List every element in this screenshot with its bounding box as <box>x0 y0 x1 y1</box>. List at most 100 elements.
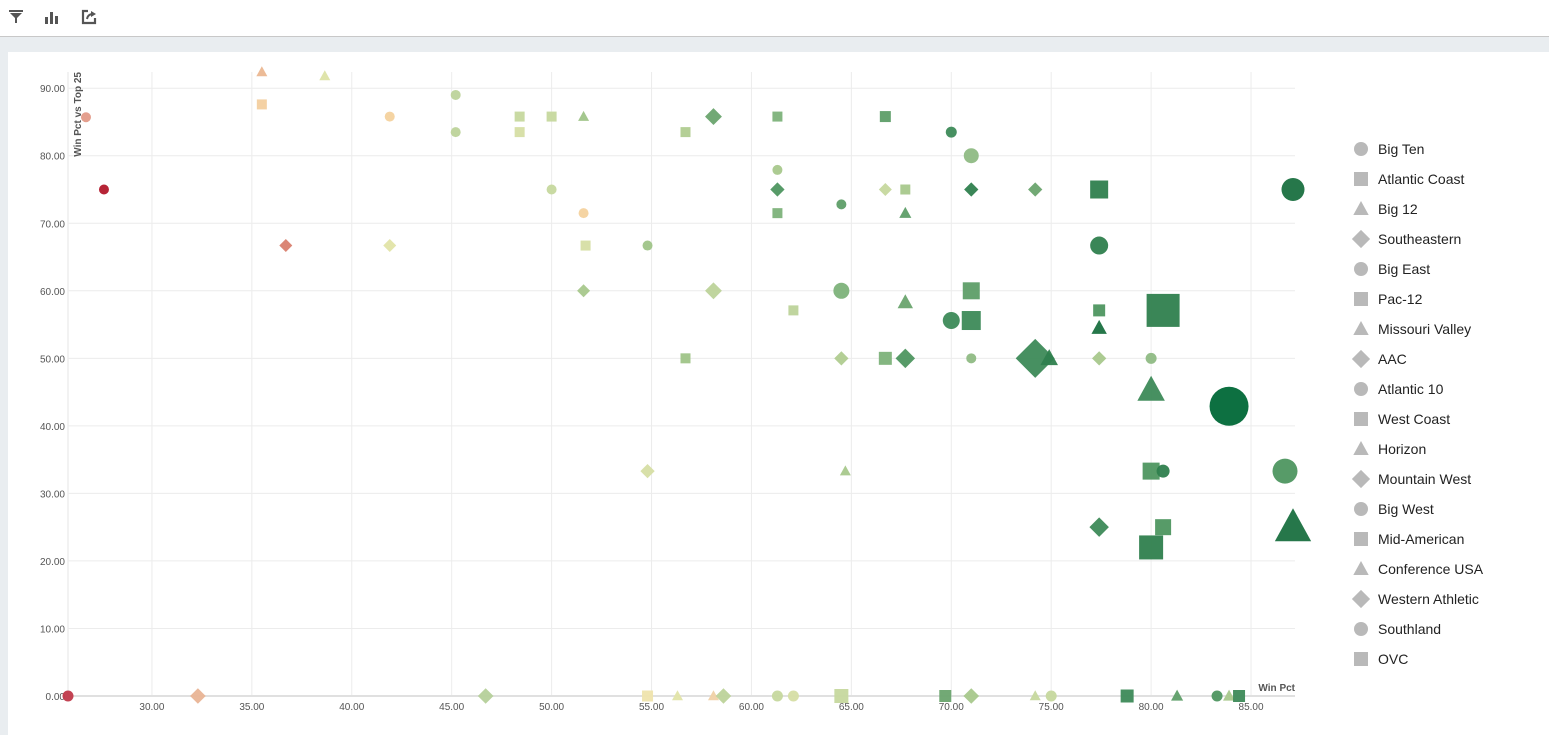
data-point-diamond[interactable] <box>477 688 494 704</box>
data-point-diamond[interactable] <box>190 688 206 704</box>
legend-item[interactable]: Missouri Valley <box>1352 314 1483 344</box>
filter-icon[interactable] <box>6 7 26 27</box>
data-point-square[interactable] <box>961 311 981 331</box>
data-point-square[interactable] <box>1090 180 1109 199</box>
data-point-square[interactable] <box>900 184 911 195</box>
data-point-square[interactable] <box>962 282 980 300</box>
legend-item[interactable]: Big East <box>1352 254 1483 284</box>
legend-item[interactable]: Big Ten <box>1352 134 1483 164</box>
data-point-diamond[interactable] <box>834 351 849 366</box>
data-point-circle[interactable] <box>384 111 395 122</box>
data-point-circle[interactable] <box>942 312 960 330</box>
data-point-square[interactable] <box>1139 535 1164 560</box>
data-point-square[interactable] <box>1142 462 1160 480</box>
data-point-square[interactable] <box>680 353 691 364</box>
data-point-circle[interactable] <box>450 127 461 138</box>
data-point-square[interactable] <box>514 127 525 138</box>
data-point-square[interactable] <box>1155 519 1172 536</box>
data-point-circle[interactable] <box>98 184 109 195</box>
data-point-triangle[interactable] <box>1029 690 1041 701</box>
data-point-diamond[interactable] <box>705 282 722 300</box>
data-point-square[interactable] <box>680 127 691 138</box>
data-point-diamond[interactable] <box>279 239 293 253</box>
data-point-diamond[interactable] <box>577 284 591 298</box>
data-point-triangle[interactable] <box>1137 375 1165 401</box>
data-point-triangle[interactable] <box>672 690 684 701</box>
data-point-triangle[interactable] <box>1091 319 1107 334</box>
data-point-diamond[interactable] <box>715 688 732 704</box>
data-point-square[interactable] <box>642 690 654 702</box>
legend-item[interactable]: Big 12 <box>1352 194 1483 224</box>
data-point-circle[interactable] <box>966 353 977 364</box>
data-point-triangle[interactable] <box>1274 508 1312 542</box>
data-point-triangle[interactable] <box>578 110 590 121</box>
legend-item[interactable]: Atlantic 10 <box>1352 374 1483 404</box>
data-point-triangle[interactable] <box>1223 689 1236 701</box>
data-point-square[interactable] <box>1093 304 1106 317</box>
legend-item[interactable]: Atlantic Coast <box>1352 164 1483 194</box>
data-point-circle[interactable] <box>1145 352 1157 364</box>
data-point-square[interactable] <box>834 689 849 703</box>
data-point-square[interactable] <box>546 111 557 122</box>
data-point-diamond[interactable] <box>1028 182 1043 197</box>
data-point-square[interactable] <box>1146 293 1180 327</box>
legend-item[interactable]: Mid-American <box>1352 524 1483 554</box>
data-point-diamond[interactable] <box>770 182 785 197</box>
data-point-circle[interactable] <box>642 240 653 251</box>
data-point-triangle[interactable] <box>1171 689 1184 701</box>
data-point-circle[interactable] <box>787 690 799 702</box>
data-point-diamond[interactable] <box>1092 351 1107 366</box>
data-point-circle[interactable] <box>963 148 979 164</box>
data-point-triangle[interactable] <box>1040 349 1059 366</box>
legend-item[interactable]: West Coast <box>1352 404 1483 434</box>
data-point-square[interactable] <box>772 208 783 219</box>
data-point-diamond[interactable] <box>895 348 916 369</box>
data-point-square[interactable] <box>1233 690 1246 702</box>
data-point-triangle[interactable] <box>707 690 719 701</box>
data-point-circle[interactable] <box>80 112 91 123</box>
data-point-triangle[interactable] <box>839 465 851 476</box>
data-point-diamond[interactable] <box>705 108 722 126</box>
data-point-square[interactable] <box>1120 689 1134 703</box>
legend-item[interactable]: Mountain West <box>1352 464 1483 494</box>
data-point-circle[interactable] <box>1156 464 1170 478</box>
legend-item[interactable]: Western Athletic <box>1352 584 1483 614</box>
legend-item[interactable]: Horizon <box>1352 434 1483 464</box>
legend-item[interactable]: Pac-12 <box>1352 284 1483 314</box>
data-point-circle[interactable] <box>1090 236 1109 255</box>
data-point-square[interactable] <box>514 111 525 122</box>
data-point-square[interactable] <box>580 240 591 251</box>
legend-item[interactable]: Southeastern <box>1352 224 1483 254</box>
legend-item[interactable]: Big West <box>1352 494 1483 524</box>
data-point-triangle[interactable] <box>256 66 268 77</box>
data-point-circle[interactable] <box>772 164 783 175</box>
export-icon[interactable] <box>79 7 99 27</box>
data-point-circle[interactable] <box>833 282 850 299</box>
data-point-circle[interactable] <box>1281 178 1305 202</box>
data-point-diamond[interactable] <box>640 463 655 479</box>
data-point-square[interactable] <box>788 305 799 316</box>
data-point-circle[interactable] <box>450 89 461 100</box>
data-point-circle[interactable] <box>1211 690 1223 702</box>
data-point-square[interactable] <box>256 99 267 110</box>
legend-item[interactable]: Conference USA <box>1352 554 1483 584</box>
data-point-triangle[interactable] <box>319 70 331 81</box>
data-point-diamond[interactable] <box>1089 517 1109 537</box>
data-point-triangle[interactable] <box>897 294 914 309</box>
data-point-triangle[interactable] <box>899 206 912 218</box>
legend-item[interactable]: Southland <box>1352 614 1483 644</box>
data-point-circle[interactable] <box>578 208 589 219</box>
data-point-square[interactable] <box>878 351 892 365</box>
data-point-circle[interactable] <box>62 690 74 702</box>
data-point-square[interactable] <box>772 111 783 122</box>
data-point-circle[interactable] <box>1272 458 1298 484</box>
data-point-diamond[interactable] <box>963 688 980 704</box>
data-point-circle[interactable] <box>1209 386 1249 426</box>
data-point-circle[interactable] <box>546 184 557 195</box>
data-point-circle[interactable] <box>836 199 847 210</box>
bar-chart-icon[interactable] <box>42 7 62 27</box>
legend-item[interactable]: AAC <box>1352 344 1483 374</box>
data-point-square[interactable] <box>879 111 891 123</box>
data-point-circle[interactable] <box>945 126 957 138</box>
data-point-square[interactable] <box>939 690 952 702</box>
